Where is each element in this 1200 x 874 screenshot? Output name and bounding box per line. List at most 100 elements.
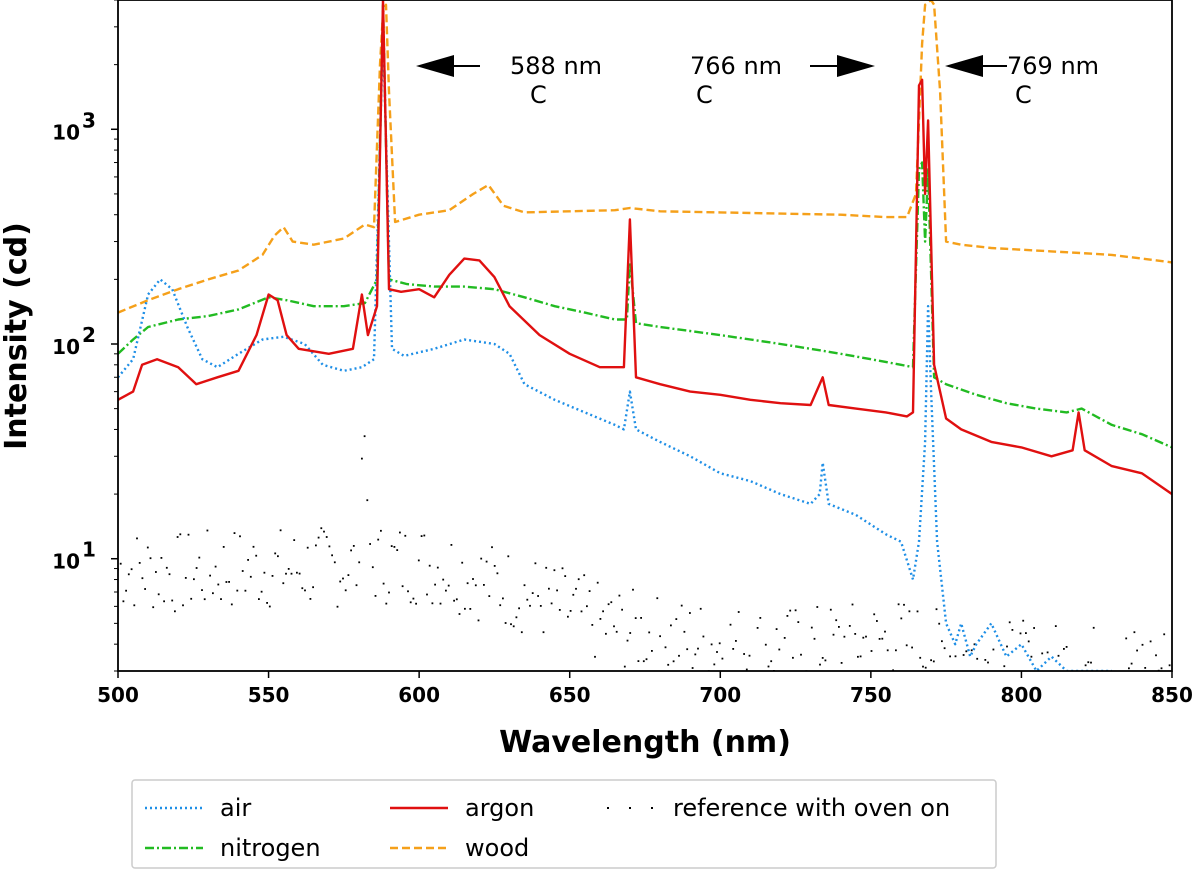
- reference-dot: [670, 624, 672, 627]
- reference-dot: [659, 635, 661, 638]
- reference-dot: [323, 530, 325, 533]
- annotation-sublabel: C: [696, 81, 713, 109]
- reference-dot: [239, 535, 241, 538]
- reference-dot: [621, 608, 623, 611]
- reference-dot: [976, 657, 979, 660]
- reference-dot: [1123, 680, 1125, 682]
- reference-dot: [1065, 646, 1068, 648]
- reference-dot: [399, 531, 401, 534]
- reference-dot: [1077, 679, 1079, 681]
- reference-dot: [751, 685, 753, 687]
- reference-dot: [1041, 652, 1044, 655]
- reference-dot: [1052, 680, 1054, 682]
- reference-dot: [510, 623, 512, 626]
- reference-dot: [756, 627, 759, 629]
- reference-dot: [493, 565, 496, 567]
- annotation-588: 588 nmC: [416, 52, 602, 109]
- legend-item-argon: argon: [390, 794, 534, 822]
- x-tick-label: 750: [850, 683, 892, 707]
- reference-dot: [409, 601, 412, 604]
- reference-dot: [605, 632, 607, 635]
- reference-dot: [648, 631, 651, 634]
- reference-dot: [228, 581, 230, 583]
- reference-dot: [737, 611, 740, 613]
- reference-dot: [306, 546, 309, 549]
- reference-dot: [810, 626, 813, 629]
- reference-dot: [136, 537, 138, 540]
- reference-dot: [461, 561, 464, 564]
- annotation-sublabel: C: [530, 81, 547, 109]
- reference-dot: [380, 529, 382, 532]
- reference-dot: [184, 577, 187, 579]
- reference-dot: [247, 559, 249, 561]
- reference-dot: [138, 562, 141, 564]
- reference-dot: [764, 643, 767, 646]
- reference-dot: [287, 568, 290, 570]
- reference-dot: [1054, 625, 1057, 627]
- reference-dot: [789, 609, 792, 612]
- reference-dot: [485, 560, 488, 563]
- reference-dot: [382, 582, 385, 585]
- reference-dot: [686, 648, 689, 651]
- reference-dot: [361, 457, 363, 460]
- reference-dot: [1057, 654, 1060, 657]
- reference-dot: [488, 595, 491, 597]
- reference-dot: [420, 535, 423, 537]
- reference-dot: [133, 604, 136, 607]
- reference-dot: [654, 675, 656, 677]
- reference-dot: [296, 571, 298, 574]
- reference-dot: [586, 605, 588, 608]
- reference-dot: [1071, 685, 1073, 687]
- reference-dot: [672, 660, 675, 663]
- reference-dot: [122, 600, 125, 603]
- reference-dot: [523, 584, 526, 587]
- reference-dot: [615, 630, 618, 633]
- reference-dot: [1136, 649, 1138, 652]
- reference-dot: [512, 625, 515, 628]
- reference-dot: [876, 620, 878, 622]
- reference-dot: [846, 674, 848, 676]
- reference-dot: [182, 604, 184, 607]
- legend-item-air: air: [145, 794, 251, 822]
- reference-dot: [426, 593, 428, 596]
- reference-dot: [943, 647, 946, 650]
- reference-dot: [1117, 698, 1119, 700]
- reference-dot: [260, 590, 263, 593]
- reference-dot: [298, 572, 301, 575]
- reference-dot: [1030, 655, 1033, 658]
- reference-dot: [195, 567, 198, 569]
- reference-dot: [369, 543, 371, 545]
- reference-dot: [458, 613, 461, 615]
- series-wood: [118, 0, 1172, 314]
- reference-dot: [423, 534, 426, 537]
- reference-dot: [1025, 632, 1027, 634]
- reference-dot: [464, 607, 466, 610]
- series-layer: [118, 0, 1172, 700]
- reference-dot: [271, 575, 274, 577]
- reference-dot: [572, 593, 575, 596]
- reference-dot: [1022, 619, 1025, 622]
- legend-label: argon: [465, 794, 534, 822]
- x-tick-label: 700: [699, 683, 741, 707]
- reference-dot: [214, 565, 217, 568]
- legend-marker-dot: [629, 807, 631, 809]
- reference-dot: [1128, 667, 1130, 670]
- arrow-left-icon: [416, 55, 454, 77]
- x-axis-label: Wavelength (nm): [499, 725, 791, 760]
- reference-dot: [705, 677, 707, 679]
- series-reference-with-oven-on: [118, 435, 1171, 700]
- legend-item-reference-with-oven-on: reference with oven on: [607, 794, 950, 822]
- reference-dot: [1144, 667, 1147, 669]
- reference-dot: [735, 640, 737, 642]
- reference-dot: [220, 598, 222, 600]
- reference-dot: [230, 603, 233, 606]
- y-tick-exponent: 3: [82, 108, 96, 132]
- reference-dot: [436, 566, 439, 569]
- y-axis-label: Intensity (cd): [0, 222, 34, 450]
- reference-dot: [225, 581, 228, 583]
- y-tick-label: 10: [52, 550, 80, 574]
- reference-dot: [285, 572, 287, 575]
- reference-dot: [1149, 640, 1152, 643]
- legend-label: air: [220, 794, 251, 822]
